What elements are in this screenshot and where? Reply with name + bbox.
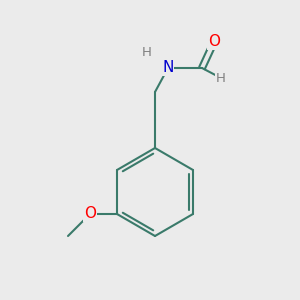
Text: O: O — [208, 34, 220, 50]
Text: H: H — [216, 71, 226, 85]
Text: N: N — [162, 61, 174, 76]
Text: H: H — [142, 46, 152, 59]
Text: O: O — [84, 206, 96, 221]
